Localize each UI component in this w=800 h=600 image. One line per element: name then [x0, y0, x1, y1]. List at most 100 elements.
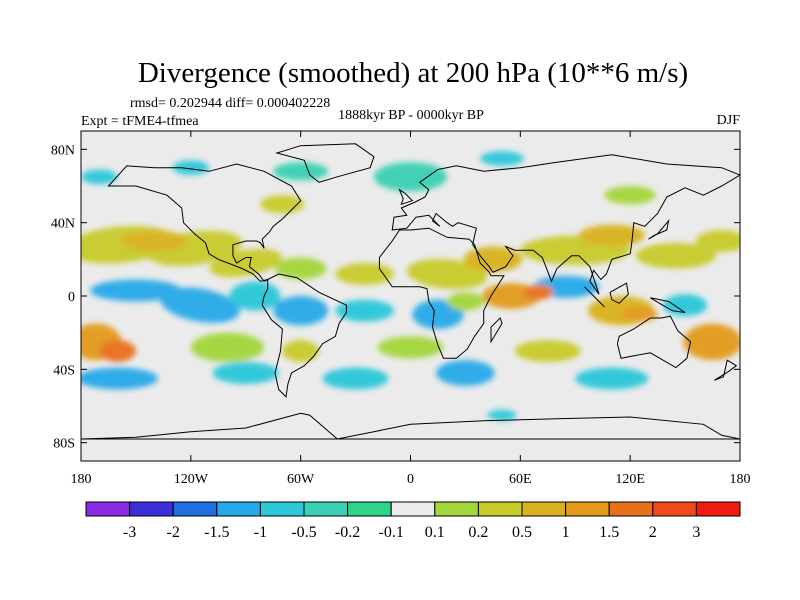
colorbar-label: 1 [562, 524, 570, 541]
negative-blob [335, 299, 395, 322]
map-panel: 80N 40N 0 40S 80S 180 120W 60W 0 60E 120E 180 [51, 130, 751, 487]
britain-coastline [398, 188, 414, 206]
negative-blob [81, 169, 118, 185]
lon-tick-label: 0 [407, 472, 414, 487]
colorbar-swatch [434, 501, 479, 517]
negative-blob [412, 299, 464, 330]
coastlines [81, 143, 740, 440]
lon-tick-label: 180 [730, 472, 751, 487]
positive-blob [514, 340, 581, 362]
japan-coastline [648, 219, 670, 240]
negative-blob [212, 362, 279, 384]
eurasia-coastline [391, 154, 740, 295]
colorbar-swatch [216, 501, 261, 517]
australia-coastline [616, 315, 692, 369]
lon-tick-label: 60E [509, 472, 532, 487]
positive-blob [523, 285, 554, 300]
colorbar-swatch [390, 501, 436, 517]
experiment-label: Expt = tFME4-tfmea [81, 114, 199, 129]
positive-blob [578, 224, 645, 247]
negative-blob [90, 279, 182, 302]
negative-blob [322, 367, 389, 390]
lat-tick-label: 80S [53, 437, 75, 452]
period-label: 1888kyr BP - 0000kyr BP [338, 108, 484, 123]
positive-blob [463, 246, 523, 273]
positive-blob [190, 332, 265, 363]
lat-tick-label: 0 [68, 290, 75, 305]
positive-blob [121, 230, 188, 252]
positive-blob [604, 186, 656, 205]
negative-blob [229, 281, 281, 311]
positive-blob [260, 195, 305, 214]
negative-blob [81, 367, 158, 390]
negative-blob [575, 367, 649, 390]
positive-blob [282, 340, 319, 362]
positive-blob [696, 230, 740, 252]
positive-blob [377, 336, 444, 359]
colorbar-swatch [259, 501, 305, 517]
colorbar-label: 3 [692, 524, 700, 541]
antarctica-coastline [81, 412, 740, 440]
colorbar-label: 1.5 [599, 524, 619, 541]
positive-blob [99, 340, 136, 362]
colorbar-label: -0.1 [379, 524, 404, 541]
madagascar-coastline [490, 317, 503, 344]
borneo-coastline [609, 282, 629, 304]
new-zealand-coastline [714, 359, 738, 381]
positive-blob [209, 248, 282, 278]
colorbar-swatch [652, 501, 697, 517]
colorbar: -3 -2 -1.5 -1 -0.5 -0.2 -0.1 0.1 0.2 0.5 1 1.5 2 3 [85, 501, 741, 541]
colorbar-swatch [85, 501, 131, 517]
positive-blob [683, 323, 740, 361]
lat-tick-label: 40S [53, 363, 75, 378]
positive-blob [275, 257, 327, 280]
colorbar-label: -0.5 [291, 524, 316, 541]
negative-blob [273, 296, 329, 326]
north-america-coastline [107, 163, 302, 282]
negative-blob [273, 162, 329, 181]
lon-tick-label: 120E [615, 472, 645, 487]
colorbar-swatch [172, 501, 218, 517]
sumatra-coastline [584, 286, 605, 308]
negative-blob [172, 160, 210, 176]
colorbar-label: 2 [649, 524, 657, 541]
lon-tick-label: 120W [174, 472, 209, 487]
axis-ticks: 80N 40N 0 40S 80S 180 120W 60W 0 60E 120E 180 [51, 131, 751, 487]
colorbar-swatch [477, 501, 523, 517]
colorbar-swatch [129, 501, 174, 517]
colorbar-swatch [565, 501, 610, 517]
lat-tick-label: 40N [51, 217, 75, 232]
colorbar-label: 0.2 [468, 524, 488, 541]
chart-title: Divergence (smoothed) at 200 hPa (10**6 … [138, 57, 688, 89]
colorbar-label: -1 [254, 524, 267, 541]
negative-blob [436, 360, 495, 386]
colorbar-swatch [695, 501, 741, 517]
colorbar-swatch [303, 501, 349, 517]
negative-blob [487, 409, 517, 421]
colorbar-swatch [347, 501, 392, 517]
stats-line: rmsd= 0.202944 diff= 0.000402228 [130, 96, 330, 111]
colorbar-label: -2 [167, 524, 180, 541]
negative-blob [373, 162, 448, 192]
divergence-field [81, 151, 740, 421]
positive-blob [621, 307, 658, 322]
colorbar-label: -0.2 [335, 524, 360, 541]
season-label: DJF [717, 113, 741, 128]
south-america-coastline [261, 273, 347, 398]
positive-blob [635, 242, 717, 269]
negative-blob [663, 294, 708, 317]
colorbar-label: -3 [123, 524, 136, 541]
positive-blob [335, 263, 395, 285]
colorbar-label: 0.1 [425, 524, 445, 541]
positive-blob [406, 258, 488, 290]
greenland-coastline [275, 143, 375, 183]
lon-tick-label: 180 [71, 472, 92, 487]
negative-blob [480, 151, 524, 166]
lon-tick-label: 60W [287, 472, 315, 487]
colorbar-label: 0.5 [512, 524, 532, 541]
lat-tick-label: 80N [51, 143, 75, 158]
colorbar-label: -1.5 [204, 524, 229, 541]
positive-blob [447, 292, 484, 311]
negative-blob [160, 287, 240, 323]
